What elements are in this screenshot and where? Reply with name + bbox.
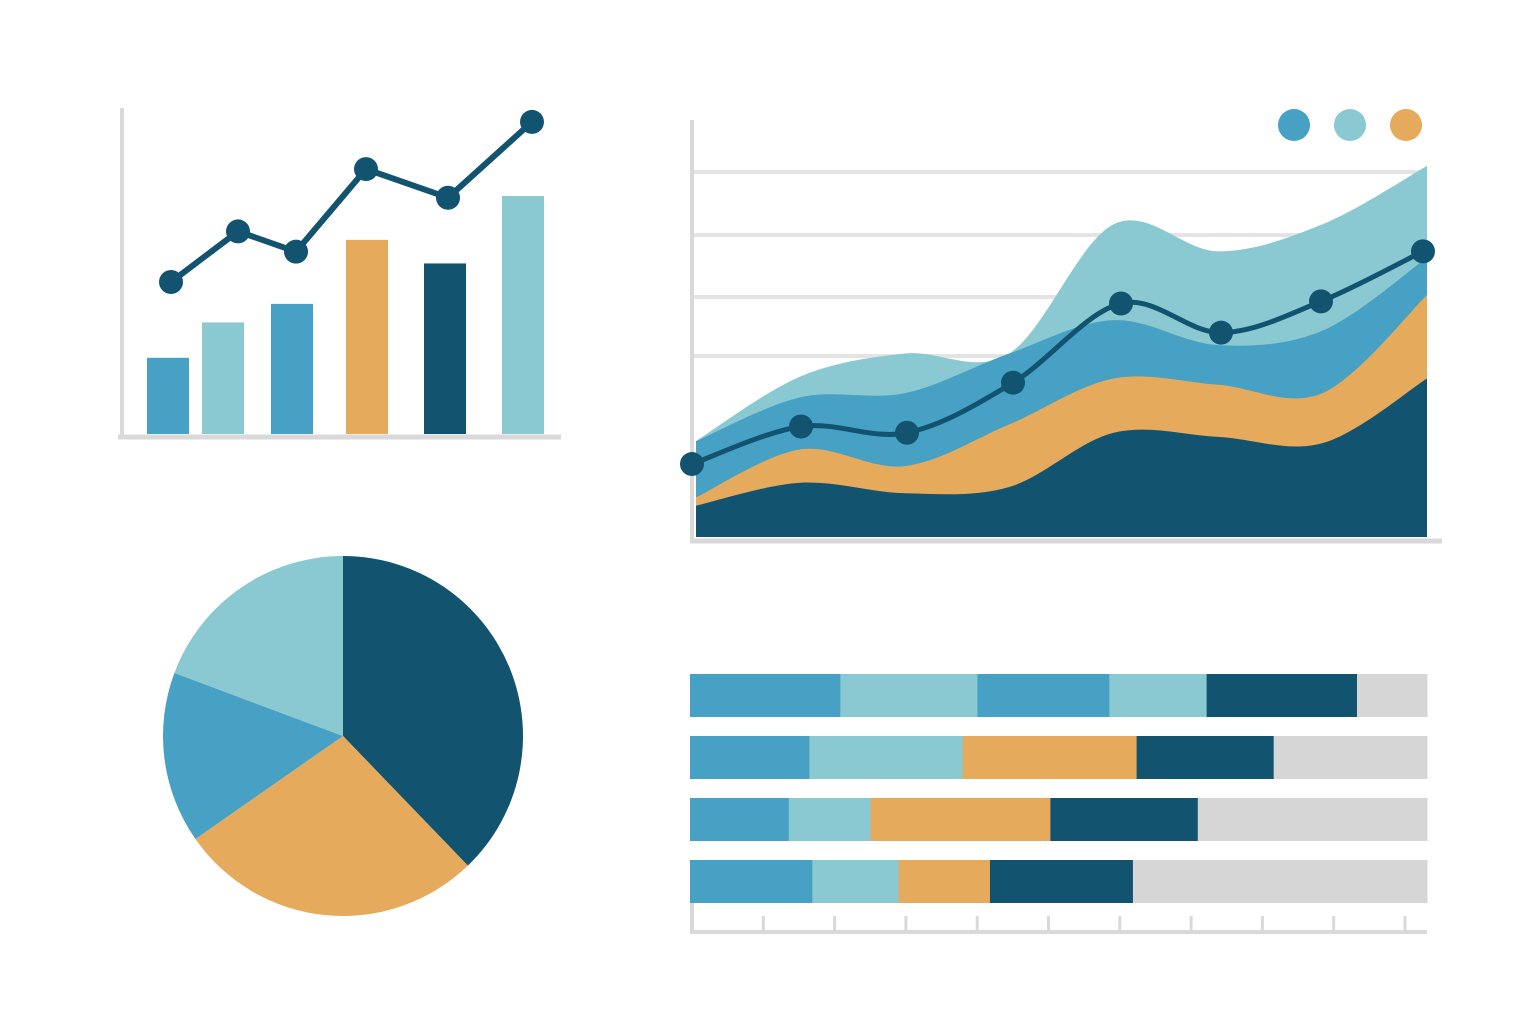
pie-slice [174,556,343,736]
line-point [895,420,919,445]
bar-segment [989,860,1134,903]
area-series [696,378,1427,537]
bar-segment [870,798,1051,841]
line-point [226,219,250,244]
bar-segment [1132,860,1428,903]
bar-segment [809,736,964,779]
legend-marker [1278,109,1310,141]
bar-segment [690,736,810,779]
stacked-area-chart [680,109,1442,544]
line-point [436,185,460,210]
bar [271,303,313,434]
bar [147,357,189,434]
bar-segment [788,798,872,841]
bar-segment [690,860,813,903]
bar-segment [690,674,841,717]
trend-line [691,249,1425,467]
line-point [1109,291,1133,316]
bar-segment [898,860,991,903]
line-point [789,414,813,439]
bar-segment [1050,798,1199,841]
line-point [1209,320,1233,345]
bar [424,263,466,434]
bar-segment [690,798,790,841]
bar-segment [1356,674,1428,717]
bar-segment [840,674,978,717]
bar-segment [812,860,900,903]
trend-line [169,119,535,285]
bar-segment [977,674,1110,717]
line-point [1001,370,1025,395]
pie-slice [163,672,343,840]
bar [202,322,244,434]
line-point [159,269,183,294]
pie-chart [163,556,523,917]
bar-segment [1273,736,1428,779]
legend-marker [1390,109,1422,141]
line-point [284,239,308,264]
pie-slice [343,556,523,866]
line-point [354,157,378,182]
bar [346,239,388,434]
bar-segment [1109,674,1208,717]
bar-line-combo-chart [118,108,561,440]
line-point [1411,239,1435,264]
bar-segment [962,736,1138,779]
bar-segment [1136,736,1275,779]
line-point [1309,289,1333,314]
line-point [680,452,704,477]
bar-segment [1206,674,1358,717]
line-point [520,109,544,134]
bar [502,196,544,434]
stacked-horizontal-bar-chart [690,674,1428,934]
legend-marker [1334,109,1366,141]
pie-slice [195,736,468,917]
bar-segment [1197,798,1428,841]
